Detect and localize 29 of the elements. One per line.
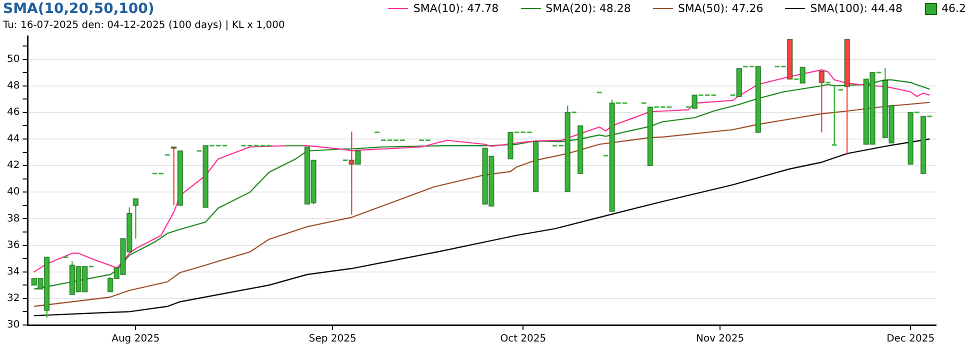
- x-tick-label: Dec 2025: [886, 334, 935, 345]
- y-tick-label: 34: [6, 266, 20, 278]
- legend-label: 46.2: [942, 2, 966, 15]
- x-tick-label: Sep 2025: [308, 334, 356, 345]
- y-tick-label: 36: [6, 240, 20, 251]
- candlestick: [348, 131, 355, 216]
- candlestick: [818, 70, 825, 133]
- legend-label: SMA(50): 47.26: [678, 2, 764, 15]
- legend-label: SMA(100): 44.48: [810, 2, 902, 15]
- candlestick: [107, 276, 114, 292]
- y-tick-label: 38: [6, 213, 20, 224]
- candlestick: [170, 146, 177, 206]
- x-tick-label: Nov 2025: [696, 334, 744, 345]
- y-tick-label: 44: [6, 134, 20, 145]
- y-tick-label: 30: [6, 320, 20, 331]
- x-tick-label: Oct 2025: [500, 334, 546, 345]
- x-tick-label: Aug 2025: [112, 334, 160, 345]
- candlestick: [831, 86, 838, 146]
- y-tick-label: 32: [6, 293, 20, 304]
- legend-label: SMA(10): 47.78: [413, 2, 499, 15]
- y-tick-label: 42: [6, 160, 20, 172]
- y-tick-label: 40: [6, 186, 20, 198]
- y-tick-label: 48: [6, 80, 20, 92]
- chart-title: SMA(10,20,50,100): [3, 1, 154, 17]
- chart-subtitle: Tu: 16-07-2025 den: 04-12-2025 (100 days) | KL x 1,000: [3, 20, 285, 31]
- y-tick-label: 50: [6, 54, 20, 65]
- y-tick-label: 46: [6, 106, 20, 118]
- legend-label: SMA(20): 48.28: [546, 2, 631, 15]
- candlestick: [132, 198, 139, 240]
